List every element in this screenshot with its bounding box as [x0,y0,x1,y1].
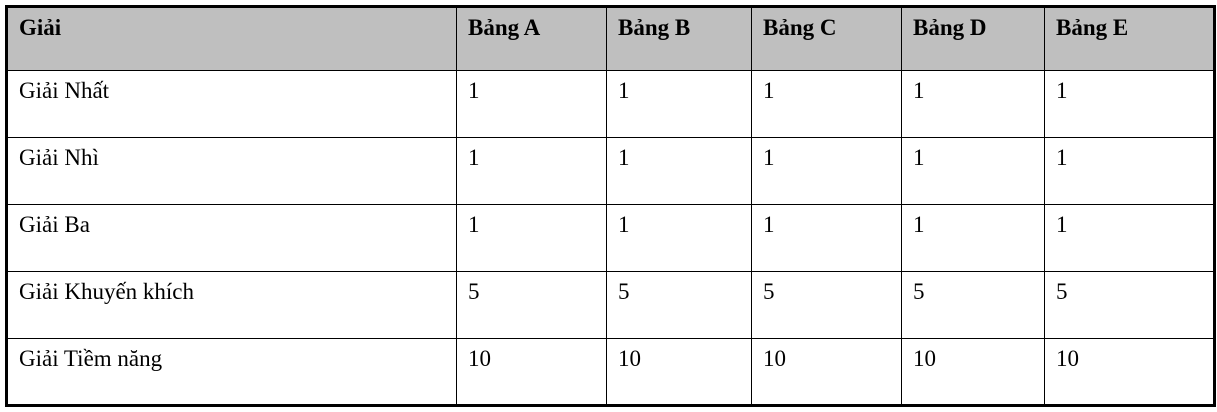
table-cell: 10 [1044,338,1215,406]
table-row: Giải Ba 1 1 1 1 1 [6,204,1215,272]
row-label: Giải Nhất [6,70,457,138]
table-cell: 1 [751,70,902,138]
column-header-group-e: Bảng E [1044,6,1215,71]
table-cell: 1 [606,204,752,272]
table-row: Giải Nhất 1 1 1 1 1 [6,70,1215,138]
table-cell: 10 [456,338,607,406]
row-label: Giải Tiềm năng [6,338,457,406]
table-cell: 5 [901,271,1045,339]
column-header-group-c: Bảng C [751,6,902,71]
table-row: Giải Tiềm năng 10 10 10 10 10 [6,338,1215,406]
table-cell: 1 [456,137,607,205]
table-cell: 1 [456,70,607,138]
header-row: Giải Bảng A Bảng B Bảng C Bảng D Bảng E [6,6,1215,71]
table-cell: 5 [751,271,902,339]
table-cell: 10 [901,338,1045,406]
table-cell: 10 [751,338,902,406]
column-header-group-b: Bảng B [606,6,752,71]
row-label: Giải Khuyến khích [6,271,457,339]
row-label: Giải Ba [6,204,457,272]
table-cell: 5 [606,271,752,339]
column-header-prize: Giải [6,6,457,71]
table-cell: 1 [1044,70,1215,138]
prize-table: Giải Bảng A Bảng B Bảng C Bảng D Bảng E … [5,5,1216,407]
table-cell: 1 [456,204,607,272]
table-cell: 5 [1044,271,1215,339]
table-cell: 10 [606,338,752,406]
table-row: Giải Khuyến khích 5 5 5 5 5 [6,271,1215,339]
table-cell: 1 [606,137,752,205]
table-cell: 1 [901,204,1045,272]
table-cell: 1 [1044,137,1215,205]
column-header-group-d: Bảng D [901,6,1045,71]
table-cell: 1 [901,137,1045,205]
table-row: Giải Nhì 1 1 1 1 1 [6,137,1215,205]
row-label: Giải Nhì [6,137,457,205]
table-cell: 1 [751,204,902,272]
table-cell: 1 [751,137,902,205]
table-cell: 1 [606,70,752,138]
table-cell: 1 [901,70,1045,138]
column-header-group-a: Bảng A [456,6,607,71]
table-cell: 5 [456,271,607,339]
table-cell: 1 [1044,204,1215,272]
